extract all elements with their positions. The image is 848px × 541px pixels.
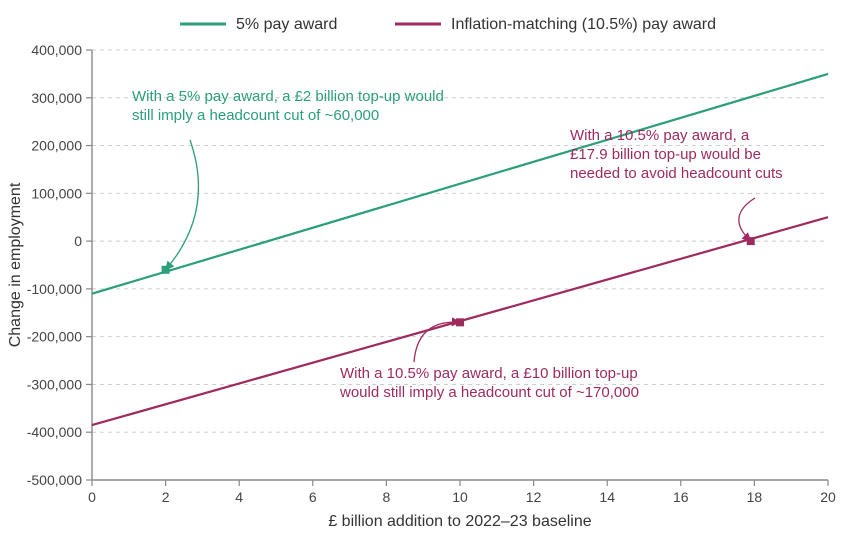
annotation-text: With a 10.5% pay award, a £10 billion to… [340,365,638,382]
x-tick-label: 18 [747,489,763,505]
x-tick-label: 14 [599,489,615,505]
y-tick-label: 200,000 [31,138,82,154]
x-tick-label: 16 [673,489,689,505]
annotation-text: would still imply a headcount cut of ~17… [339,384,639,401]
annotation-text: With a 5% pay award, a £2 billion top-up… [132,88,444,105]
annotation-text: still imply a headcount cut of ~60,000 [132,107,379,124]
y-tick-label: 400,000 [31,42,82,58]
x-tick-label: 20 [820,489,836,505]
pay-award-chart: -500,000 -400,000 -300,000 -200,000 -100,000… [0,0,848,541]
chart-svg: -500,000 -400,000 -300,000 -200,000 -100,000… [0,0,848,541]
x-tick-label: 12 [526,489,542,505]
y-tick-label: -300,000 [27,376,82,392]
annotation-text: needed to avoid headcount cuts [570,165,783,182]
x-tick-label: 10 [452,489,468,505]
y-tick-label: -500,000 [27,472,82,488]
x-axis-label: £ billion addition to 2022–23 baseline [328,513,591,530]
x-tick-label: 0 [88,489,96,505]
y-axis-label: Change in employment [7,182,24,347]
y-tick-label: -100,000 [27,281,82,297]
annotation-text: £17.9 billion top-up would be [570,146,761,163]
plot-background [0,0,848,541]
x-tick-label: 4 [235,489,243,505]
y-tick-label: 0 [74,233,82,249]
x-tick-label: 2 [162,489,170,505]
x-tick-label: 8 [383,489,391,505]
legend-label: 5% pay award [236,16,337,33]
y-tick-label: 100,000 [31,185,82,201]
y-tick-label: -400,000 [27,424,82,440]
y-tick-label: 300,000 [31,90,82,106]
annotation-text: With a 10.5% pay award, a [570,127,750,144]
legend-label: Inflation-matching (10.5%) pay award [451,16,716,33]
y-tick-label: -200,000 [27,329,82,345]
x-tick-label: 6 [309,489,317,505]
